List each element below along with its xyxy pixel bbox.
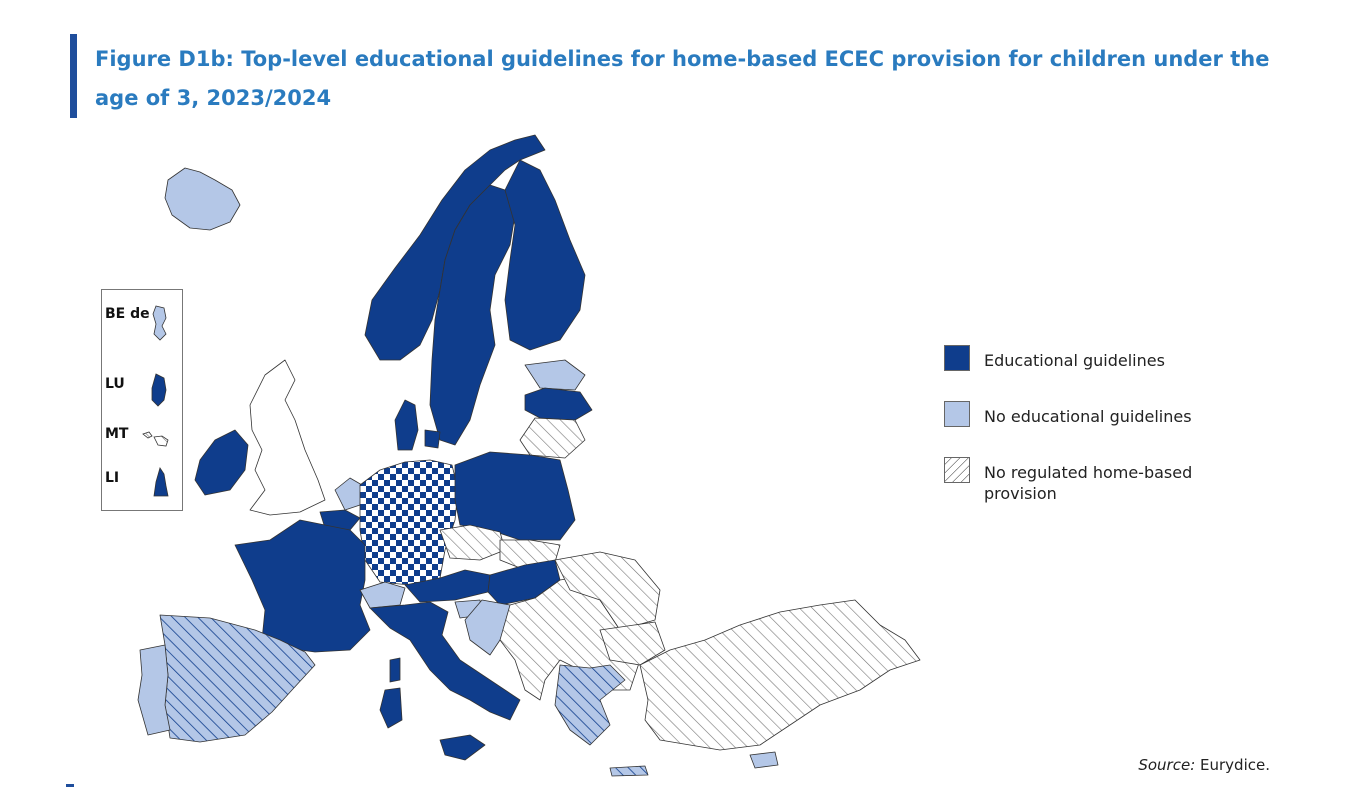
region-france: [234, 519, 371, 653]
region-switzerland: [359, 581, 406, 609]
region-estonia: [524, 359, 586, 391]
region-lithuania: [519, 417, 586, 459]
region-latvia: [524, 387, 593, 421]
inset-label-li: LI: [105, 470, 120, 486]
region-portugal: [137, 644, 171, 736]
region-turkey: [639, 599, 921, 751]
region-sicily: [439, 734, 486, 761]
source-label: Source:: [1138, 756, 1196, 774]
region-finland: [504, 159, 586, 351]
legend-swatch-dark-blue: [944, 345, 970, 371]
inset-label-mt: MT: [105, 426, 129, 442]
region-denmark: [394, 399, 441, 451]
region-crete: [609, 765, 649, 777]
source-note: Source: Eurydice.: [1138, 756, 1270, 774]
inset-shape-lu: [151, 373, 167, 407]
region-ireland: [194, 429, 249, 496]
inset-label-lu: LU: [105, 376, 125, 392]
legend: Educational guidelines No educational gu…: [944, 345, 1244, 534]
inset-box: BE de LU MT LI: [101, 289, 183, 511]
inset-label-be-de: BE de: [105, 306, 150, 322]
region-cyprus: [749, 751, 779, 769]
legend-label: No educational guidelines: [984, 407, 1192, 426]
region-sardinia: [379, 687, 403, 729]
region-greece: [554, 664, 626, 746]
region-italy: [369, 601, 521, 721]
page-corner-mark: [66, 784, 74, 787]
inset-shape-mt: [142, 431, 169, 447]
legend-swatch-light-blue: [944, 401, 970, 427]
region-sweden: [429, 184, 516, 446]
legend-label: Educational guidelines: [984, 351, 1165, 370]
legend-item-no-regulated-provision: No regulated home-based provision: [944, 457, 1244, 504]
region-corsica: [389, 657, 401, 683]
title-accent-bar: [70, 34, 77, 118]
region-poland: [454, 451, 576, 541]
legend-label: No regulated home-based provision: [984, 463, 1193, 503]
region-romania: [554, 551, 661, 631]
region-iceland: [164, 167, 241, 231]
region-norway: [364, 134, 546, 361]
inset-shape-li: [153, 467, 169, 497]
region-germany: [359, 459, 459, 586]
europe-map: [137, 134, 921, 777]
region-netherlands: [334, 477, 363, 511]
region-uk: [249, 359, 326, 516]
region-bulgaria: [599, 621, 666, 666]
legend-item-educational-guidelines: Educational guidelines: [944, 345, 1244, 371]
legend-swatch-hatched: [944, 457, 970, 483]
figure-title: Figure D1b: Top-level educational guidel…: [95, 47, 1270, 110]
inset-shape-be-de: [152, 305, 167, 341]
source-value: Eurydice.: [1200, 756, 1270, 774]
legend-item-no-educational-guidelines: No educational guidelines: [944, 401, 1244, 427]
